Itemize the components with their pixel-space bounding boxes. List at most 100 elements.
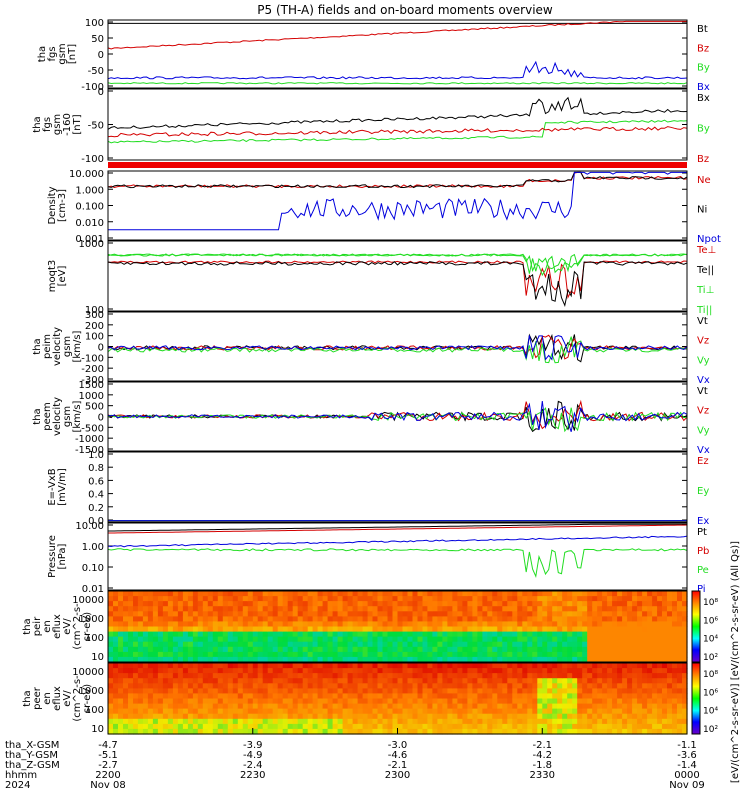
spectrogram-cell	[272, 626, 279, 633]
spectrogram-cell	[502, 663, 508, 669]
spectrogram-cell	[247, 713, 254, 720]
spectrogram-cell	[397, 698, 404, 705]
spectrogram-cell	[517, 601, 523, 607]
panel-frame	[107, 590, 688, 663]
spectrogram-cell	[567, 703, 573, 710]
spectrogram-cell	[152, 688, 159, 695]
spectrogram-cell	[352, 728, 359, 735]
spectrogram-cell	[142, 636, 149, 643]
spectrogram-cell	[137, 616, 144, 623]
spectrogram-cell	[118, 698, 124, 705]
spectrogram-cell	[137, 606, 144, 612]
spectrogram-cell	[537, 651, 543, 658]
spectrogram-cell	[197, 728, 204, 735]
spectrogram-cell	[562, 621, 568, 628]
spectrogram-cell	[552, 693, 558, 700]
spectrogram-cell	[337, 713, 344, 720]
spectrogram-cell	[362, 621, 369, 628]
y-axis-label: moqt3	[47, 260, 58, 293]
spectrogram-cell	[487, 641, 493, 648]
spectrogram-cell	[622, 728, 628, 735]
spectrogram-cell	[387, 651, 394, 658]
spectrogram-cell	[627, 708, 633, 715]
spectrogram-cell	[272, 591, 279, 597]
spectrogram-cell	[637, 673, 643, 679]
spectrogram-cell	[547, 673, 553, 679]
spectrogram-cell	[507, 693, 513, 700]
spectrogram-cell	[267, 693, 274, 700]
spectrogram-cell	[257, 616, 264, 623]
spectrogram-cell	[342, 656, 349, 663]
spectrogram-cell	[437, 693, 443, 700]
spectrogram-cell	[302, 646, 309, 653]
spectrogram-cell	[462, 616, 468, 623]
spectrogram-cell	[217, 688, 224, 695]
spectrogram-cell	[327, 606, 334, 612]
spectrogram-cell	[572, 621, 578, 628]
spectrogram-cell	[547, 703, 553, 710]
spectrogram-cell	[142, 616, 149, 623]
spectrogram-cell	[567, 688, 573, 695]
spectrogram-cell	[227, 621, 234, 628]
spectrogram-cell	[667, 718, 673, 725]
spectrogram-cell	[527, 631, 533, 638]
spectrogram-cell	[108, 693, 114, 700]
spectrogram-cell	[437, 646, 443, 653]
spectrogram-cell	[167, 606, 174, 612]
spectrogram-cell	[237, 683, 244, 689]
spectrogram-cell	[587, 626, 593, 633]
spectrogram-cell	[207, 718, 214, 725]
spectrogram-cell	[432, 663, 438, 669]
y-axis-label: eflux	[52, 686, 63, 711]
spectrogram-cell	[207, 693, 214, 700]
spectrogram-cell	[567, 621, 573, 628]
spectrogram-cell	[677, 611, 683, 617]
spectrogram-cell	[322, 621, 329, 628]
spectrogram-cell	[472, 728, 478, 735]
spectrogram-cell	[492, 713, 498, 720]
spectrogram-cell	[517, 651, 523, 658]
spectrogram-cell	[602, 601, 608, 607]
spectrogram-cell	[202, 683, 209, 689]
spectrogram-cell	[477, 663, 483, 669]
spectrogram-cell	[287, 723, 294, 730]
x-tick-label: -1.8	[532, 760, 552, 771]
spectrogram-cell	[327, 703, 334, 710]
spectrogram-cell	[512, 678, 518, 684]
y-axis-label: peir	[32, 616, 43, 636]
spectrogram-cell	[492, 626, 498, 633]
spectrogram-cell	[527, 636, 533, 643]
spectrogram-cell	[562, 678, 568, 684]
spectrogram-cell	[317, 591, 324, 597]
spectrogram-cell	[202, 656, 209, 663]
spectrogram-cell	[118, 596, 124, 602]
spectrogram-cell	[457, 718, 463, 725]
spectrogram-cell	[477, 668, 483, 674]
spectrogram-cell	[272, 703, 279, 710]
spectrogram-cell	[647, 591, 653, 597]
spectrogram-cell	[557, 641, 563, 648]
spectrogram-cell	[222, 626, 229, 633]
spectrogram-cell	[302, 656, 309, 663]
spectrogram-cell	[392, 683, 399, 689]
legend-label: Vx	[697, 375, 710, 386]
spectrogram-cell	[277, 683, 284, 689]
spectrogram-cell	[197, 683, 204, 689]
spectrogram-cell	[272, 646, 279, 653]
spectrogram-cell	[527, 601, 533, 607]
spectrogram-cell	[452, 693, 458, 700]
spectrogram-cell	[387, 663, 394, 669]
spectrogram-cell	[682, 616, 688, 623]
spectrogram-cell	[222, 606, 229, 612]
spectrogram-cell	[367, 683, 374, 689]
spectrogram-cell	[602, 611, 608, 617]
spectrogram-cell	[492, 601, 498, 607]
spectrogram-cell	[617, 596, 623, 602]
spectrogram-cell	[682, 611, 688, 617]
spectrogram-cell	[417, 636, 424, 643]
spectrogram-cell	[612, 606, 618, 612]
spectrogram-cell	[652, 606, 658, 612]
spectrogram-cell	[447, 596, 453, 602]
spectrogram-cell	[532, 663, 538, 669]
spectrogram-cell	[392, 631, 399, 638]
